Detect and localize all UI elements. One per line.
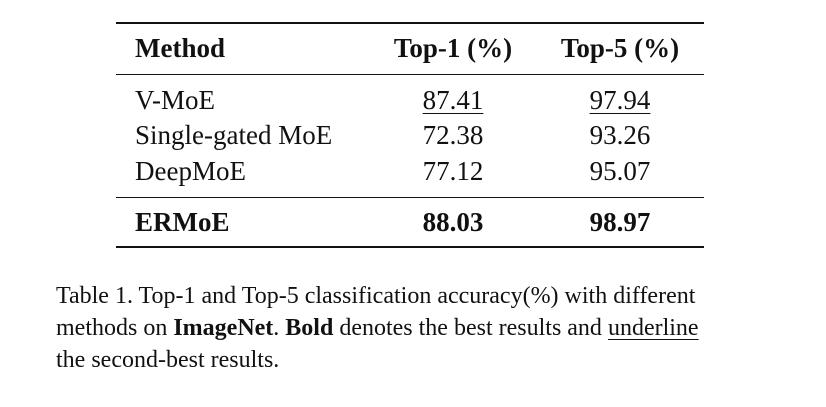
caption-text: denotes the best results and xyxy=(333,315,608,341)
table-cell: 93.26 xyxy=(589,120,651,150)
caption-text: methods on xyxy=(56,315,174,341)
header-cell: Top-1 (%) xyxy=(393,33,513,63)
table-cell: 77.12 xyxy=(422,156,484,186)
table-cell: DeepMoE xyxy=(135,156,246,186)
top-rule xyxy=(116,22,704,24)
header-cell: Top-5 (%) xyxy=(560,33,680,63)
table-cell: Single-gated MoE xyxy=(135,120,333,150)
table-cell: 97.94 xyxy=(589,85,651,115)
caption-text: . xyxy=(273,315,286,341)
caption-text: ImageNet xyxy=(173,315,274,341)
caption-text: Table 1. Top-1 and Top-5 classification … xyxy=(56,283,696,309)
table-cell: V-MoE xyxy=(135,85,216,115)
table-cell: 88.03 xyxy=(422,207,484,237)
caption-line: the second-best results. xyxy=(56,346,279,374)
mid-rule xyxy=(116,74,704,75)
table-cell: ERMoE xyxy=(135,207,230,237)
bottom-rule xyxy=(116,246,704,248)
mid-rule xyxy=(116,197,704,198)
table-cell: 87.41 xyxy=(422,85,484,115)
caption-text: the second-best results. xyxy=(56,347,280,373)
caption-line: Table 1. Top-1 and Top-5 classification … xyxy=(56,282,695,310)
table-cell: 72.38 xyxy=(422,120,484,150)
header-cell: Method xyxy=(135,33,225,63)
table-cell: 98.97 xyxy=(589,207,651,237)
caption-text: underline xyxy=(607,315,699,341)
caption-line: methods on ImageNet. Bold denotes the be… xyxy=(56,314,699,342)
caption-text: Bold xyxy=(285,315,334,341)
table-cell: 95.07 xyxy=(589,156,651,186)
